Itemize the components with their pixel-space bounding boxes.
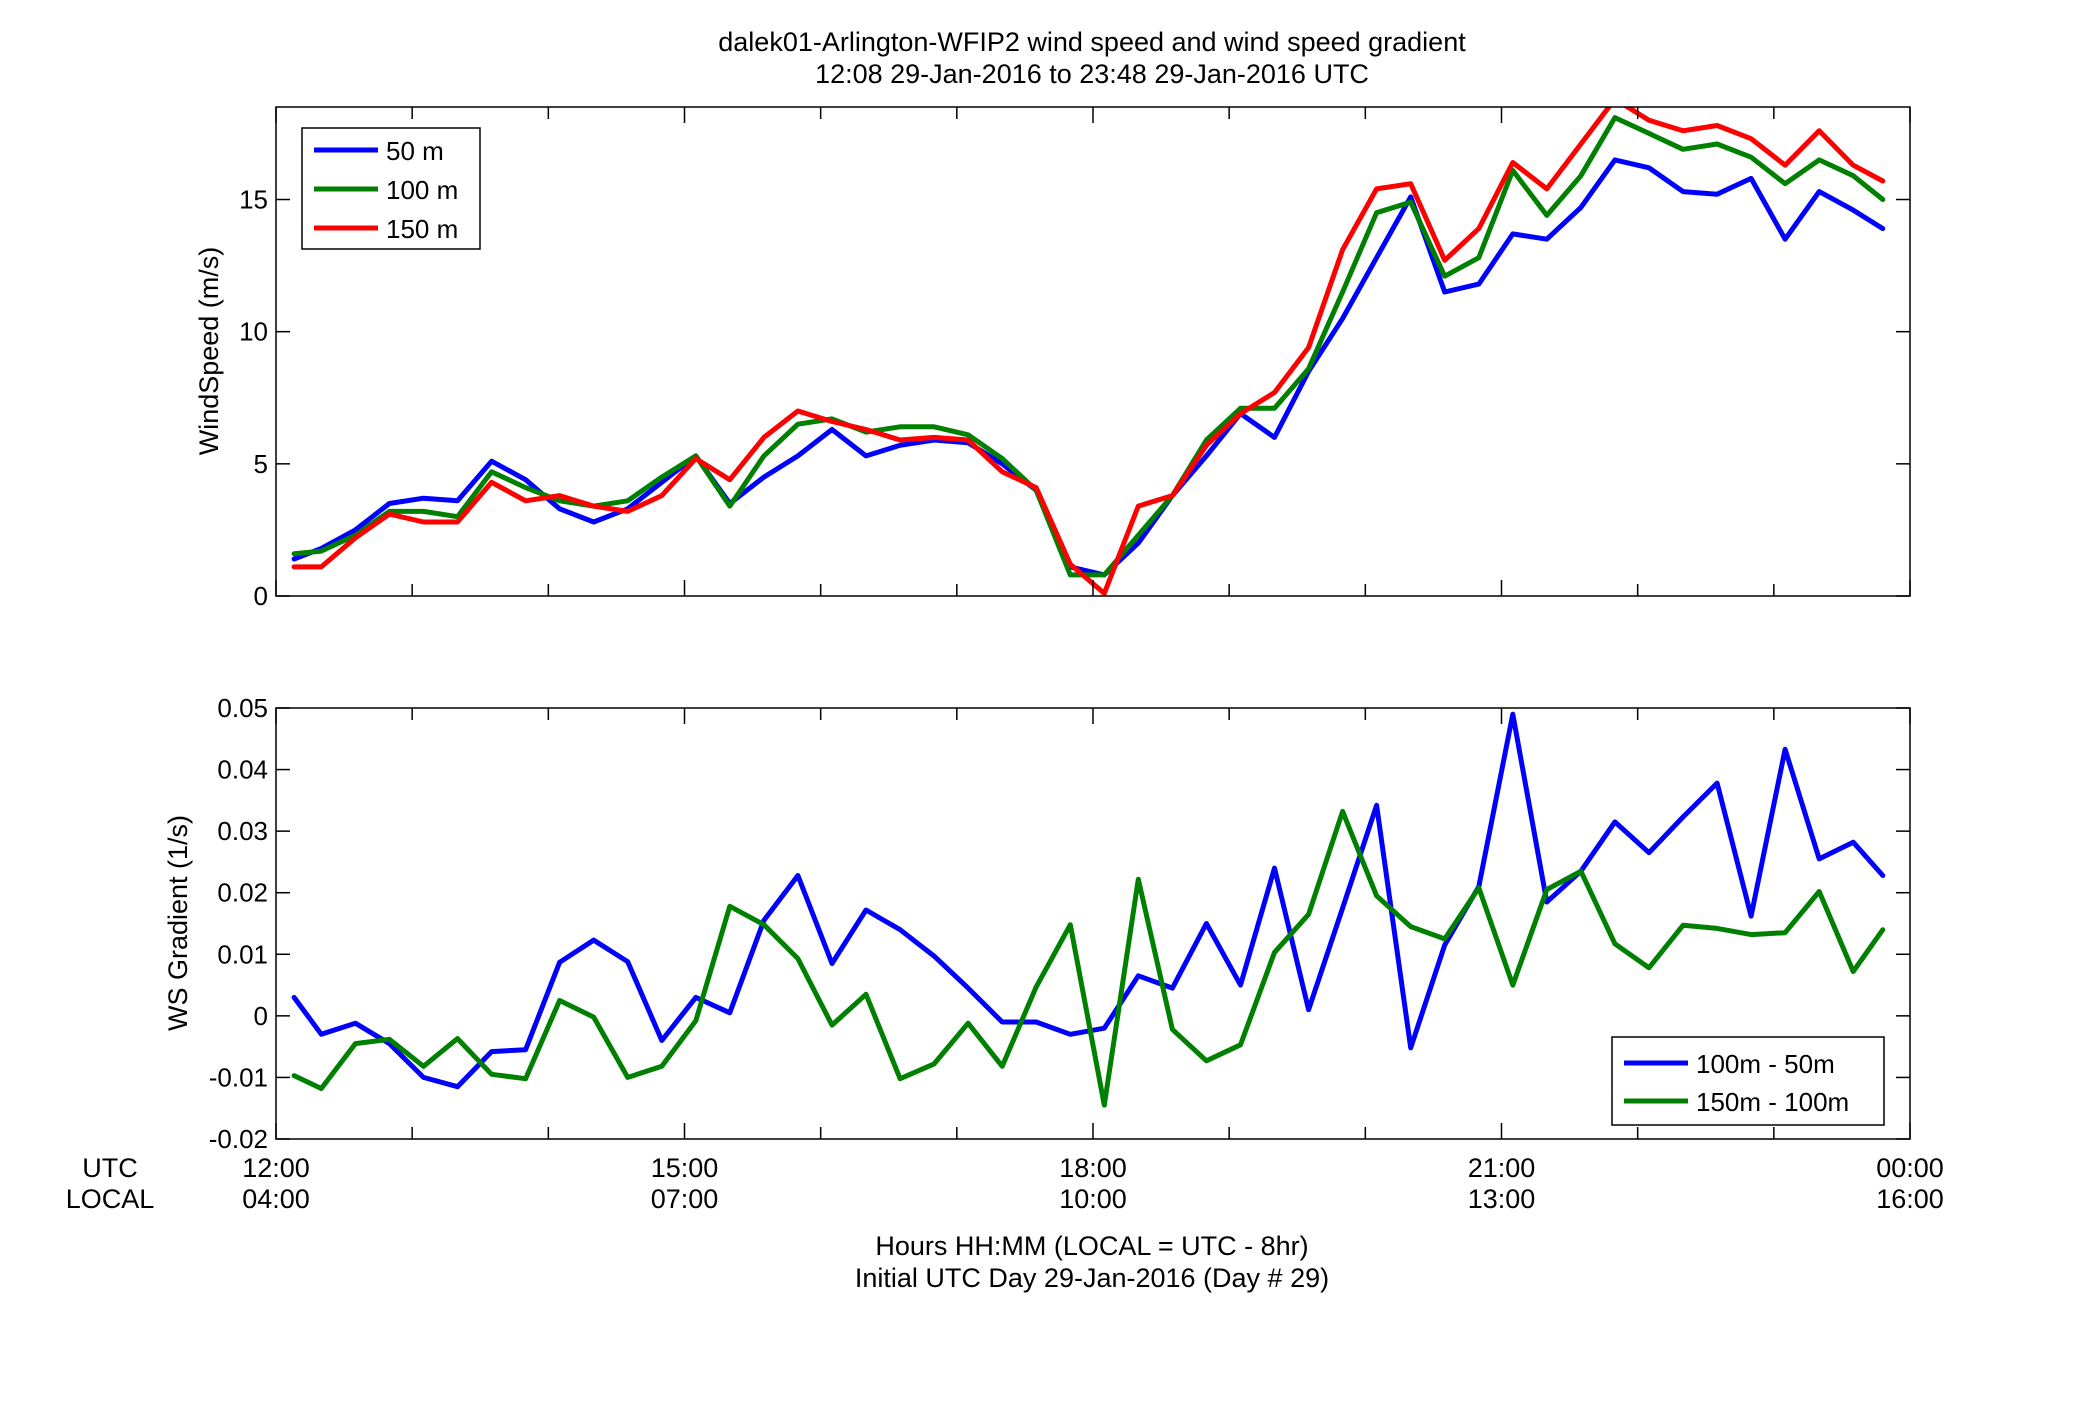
- gradient-legend-box: [1611, 1036, 1885, 1126]
- windspeed-ytick-label: 10: [239, 317, 268, 347]
- gradient-ytick-label: -0.02: [209, 1124, 268, 1154]
- windspeed-ytick-label: 15: [239, 185, 268, 215]
- legend-label-150m: 150 m: [386, 214, 458, 244]
- xtick-label-utc: 15:00: [651, 1153, 719, 1183]
- windspeed-series-line-150m: [291, 107, 1886, 596]
- xtick-label-local: 07:00: [651, 1184, 719, 1214]
- figure-title-line1: dalek01-Arlington-WFIP2 wind speed and w…: [718, 27, 1466, 57]
- gradient-series-line-100m-50m: [291, 711, 1886, 1090]
- xtick-label-utc: 12:00: [242, 1153, 310, 1183]
- xtick-label-local: 10:00: [1059, 1184, 1127, 1214]
- windspeed-panel: 0 5 10 15 WindSpeed (m/s) 50 m 100 m 150 m: [194, 106, 1911, 611]
- xtick-label-local: 13:00: [1468, 1184, 1536, 1214]
- gradient-ytick-label: 0.01: [217, 939, 268, 969]
- legend-label-100m: 100 m: [386, 175, 458, 205]
- gradient-legend: 100m - 50m 150m - 100m: [1611, 1036, 1885, 1126]
- gradient-ytick-label: 0.05: [217, 693, 268, 723]
- xlabel-line1: Hours HH:MM (LOCAL = UTC - 8hr): [875, 1231, 1308, 1261]
- legend-label-50m: 50 m: [386, 136, 444, 166]
- gradient-panel: -0.02 -0.01 0 0.01 0.02 0.03 0.04 0.05 WS Gradi…: [163, 693, 1911, 1154]
- windspeed-plot-area: [276, 107, 1910, 596]
- xtick-label-local: 16:00: [1876, 1184, 1944, 1214]
- legend-label-100m-50m: 100m - 50m: [1696, 1049, 1835, 1079]
- xtick-label-utc: 18:00: [1059, 1153, 1127, 1183]
- gradient-ytick-label: 0.04: [217, 755, 268, 785]
- xtick-label-local: 04:00: [242, 1184, 310, 1214]
- windspeed-ytick-label: 5: [254, 449, 268, 479]
- gradient-ytick-label: -0.01: [209, 1062, 268, 1092]
- local-row-label: LOCAL: [66, 1184, 155, 1214]
- windspeed-ytick-label: 0: [254, 581, 268, 611]
- utc-row-label: UTC: [82, 1153, 138, 1183]
- gradient-ytick-label: 0.02: [217, 878, 268, 908]
- windspeed-ylabel: WindSpeed (m/s): [194, 247, 224, 456]
- windspeed-series-line-50m: [291, 157, 1886, 578]
- gradient-series-line-150m-100m: [291, 808, 1886, 1108]
- figure-title-line2: 12:08 29-Jan-2016 to 23:48 29-Jan-2016 U…: [815, 59, 1369, 89]
- xtick-label-utc: 00:00: [1876, 1153, 1944, 1183]
- gradient-ylabel: WS Gradient (1/s): [163, 815, 193, 1031]
- windspeed-legend: 50 m 100 m 150 m: [301, 127, 481, 250]
- gradient-ytick-label: 0.03: [217, 816, 268, 846]
- legend-label-150m-100m: 150m - 100m: [1696, 1087, 1849, 1117]
- xlabel-line2: Initial UTC Day 29-Jan-2016 (Day # 29): [855, 1263, 1329, 1293]
- gradient-ytick-label: 0: [254, 1001, 268, 1031]
- xtick-label-utc: 21:00: [1468, 1153, 1536, 1183]
